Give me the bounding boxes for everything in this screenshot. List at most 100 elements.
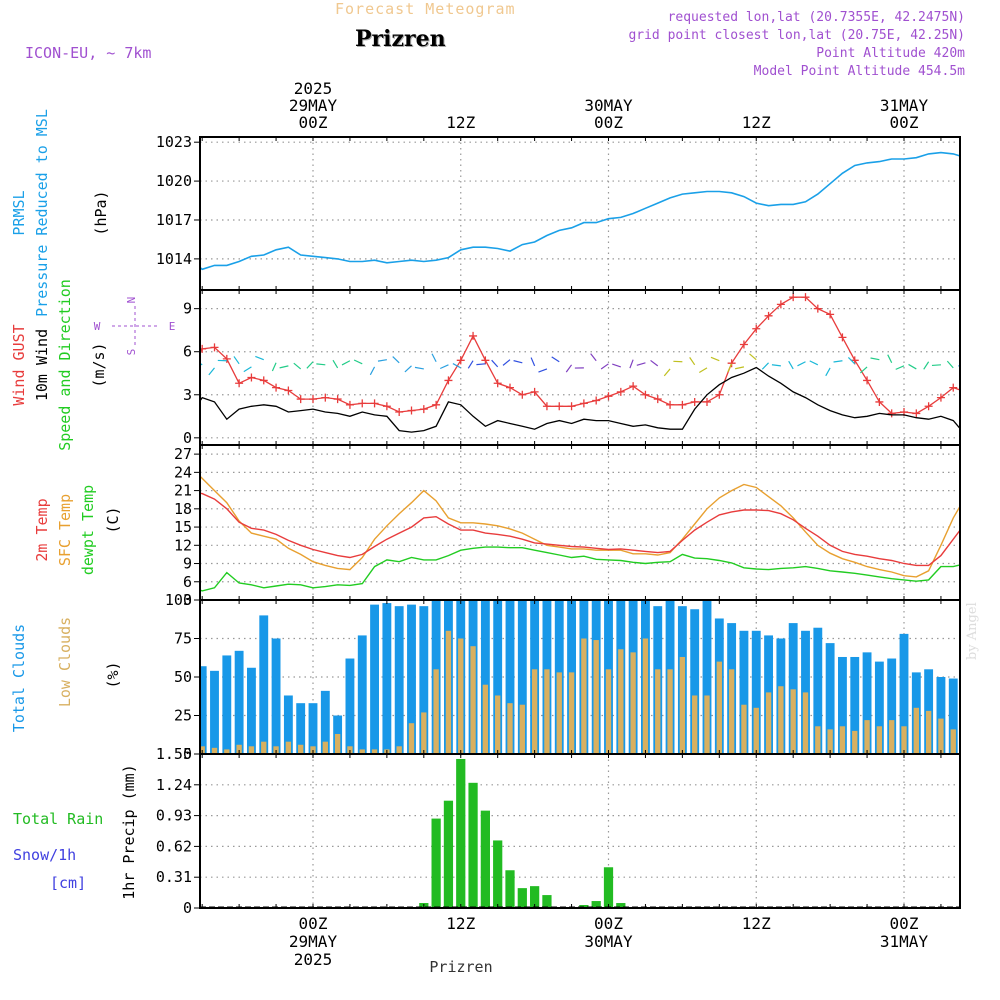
- cloud-low-bar: [778, 686, 784, 754]
- cloud-low-bar: [556, 672, 562, 754]
- time-label-top: 31MAY: [880, 96, 929, 115]
- wind-arrow: [761, 362, 769, 370]
- wind-arrow: [689, 357, 696, 366]
- cloud-total-bar: [345, 658, 355, 754]
- gust-marker: [912, 409, 921, 418]
- wind-arrow: [710, 356, 720, 362]
- y-tick-label: 1014: [156, 250, 192, 268]
- time-label-bottom: 31MAY: [880, 932, 929, 951]
- gust-marker: [863, 376, 872, 385]
- cloud-total-bar: [517, 600, 527, 754]
- gust-marker: [739, 340, 748, 349]
- gust-marker: [419, 405, 428, 414]
- y-tick-label: 3: [183, 386, 192, 404]
- y-tick-label: 9: [183, 300, 192, 318]
- cloud-low-bar: [261, 741, 267, 754]
- cloud-low-bar: [458, 638, 464, 754]
- cloud-low-bar: [593, 640, 599, 754]
- pressure-line: [200, 151, 960, 271]
- cloud-total-bar: [382, 603, 392, 754]
- precip-bar: [616, 903, 626, 908]
- cloud-total-bar: [874, 661, 884, 754]
- gust-marker: [962, 388, 970, 396]
- y-tick-label: 1.24: [156, 776, 192, 794]
- y-tick-label: 3: [183, 591, 192, 609]
- gust-marker: [518, 390, 527, 399]
- gust-marker: [666, 400, 675, 409]
- wind-arrow: [208, 367, 215, 376]
- precip-bar: [493, 840, 503, 908]
- wind-arrow: [847, 357, 856, 365]
- data-layer: [200, 151, 995, 908]
- cloud-low-bar: [667, 669, 673, 754]
- wind-arrow: [293, 362, 302, 370]
- cloud-low-bar: [371, 749, 378, 754]
- time-label-bottom: 12Z: [742, 914, 771, 933]
- cloud-low-bar: [655, 669, 661, 754]
- gust-marker: [259, 376, 268, 385]
- ylabel-dewpt-temp: dewpt Temp: [79, 485, 97, 575]
- gust-marker: [974, 398, 982, 406]
- gust-marker: [752, 324, 761, 333]
- time-label-top: 29MAY: [289, 96, 338, 115]
- y-tick-label: 0: [183, 899, 192, 917]
- wind-line: [200, 366, 960, 433]
- wind-arrow: [513, 360, 523, 364]
- cloud-low-bar: [531, 669, 538, 754]
- y-tick-label: 0.62: [156, 837, 192, 855]
- wind-arrow: [377, 359, 387, 362]
- cloud-low-bar: [839, 726, 846, 754]
- frame-layer: [194, 136, 961, 909]
- wind-arrow: [590, 353, 597, 362]
- wind-arrow: [538, 368, 548, 373]
- cloud-low-bar: [815, 726, 821, 754]
- cloud-low-bar: [988, 749, 993, 754]
- wind-arrow: [530, 357, 536, 367]
- gust-marker: [222, 354, 231, 363]
- gust-marker: [345, 400, 354, 409]
- time-label-bottom: 00Z: [594, 914, 623, 933]
- precip-bar: [456, 758, 466, 908]
- wind-arrow: [987, 359, 990, 367]
- cloud-total-bar: [357, 635, 367, 754]
- gust-marker: [789, 293, 798, 302]
- precip-bar: [468, 782, 478, 908]
- ylabel-prmsl: PRMSL: [10, 190, 28, 235]
- cloud-total-bar: [283, 695, 293, 754]
- cloud-total-bar: [973, 708, 982, 754]
- cloud-total-bar: [222, 655, 232, 754]
- gust-marker: [616, 387, 625, 396]
- wind-arrow: [663, 368, 671, 377]
- cloud-low-bar: [901, 726, 907, 754]
- wind-arrow: [353, 359, 363, 365]
- y-tick-label: 15: [174, 518, 192, 536]
- gust-marker: [764, 311, 773, 320]
- cloud-total-bar: [200, 666, 207, 754]
- compass-west: W: [94, 320, 101, 333]
- y-tick-label: 24: [174, 463, 192, 481]
- wind-arrow: [467, 360, 474, 369]
- cloud-total-bar: [862, 652, 872, 754]
- cloud-total-bar: [986, 708, 995, 754]
- cloud-total-bar: [394, 606, 404, 754]
- gust-marker: [776, 300, 785, 309]
- gust-marker: [456, 356, 465, 365]
- cloud-low-bar: [716, 661, 722, 754]
- ylabel-c: (C): [104, 506, 122, 533]
- gust-marker: [826, 310, 835, 319]
- wind-arrow: [612, 363, 621, 368]
- wind-arrow: [788, 360, 794, 370]
- gust-marker: [530, 387, 539, 396]
- gust-marker: [653, 395, 662, 404]
- cloud-low-bar: [728, 669, 735, 754]
- gust-marker: [407, 406, 416, 415]
- dewpt-line: [200, 546, 960, 592]
- cloud-low-bar: [519, 704, 525, 754]
- cloud-total-bar: [751, 630, 761, 754]
- gust-marker: [272, 383, 281, 392]
- ylabel-speed-direction: Speed and Direction: [56, 279, 74, 451]
- cloud-total-bar: [813, 627, 823, 754]
- sfc-temp-line: [200, 475, 960, 578]
- gust-marker: [604, 392, 613, 401]
